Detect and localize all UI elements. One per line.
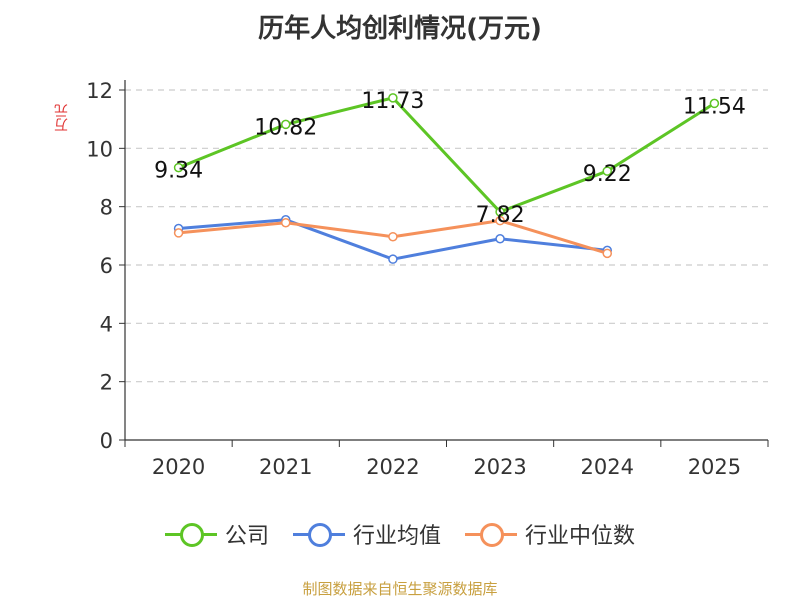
chart-title: 历年人均创利情况(万元) xyxy=(258,14,542,44)
data-point xyxy=(495,215,505,226)
y-tick-label: 10 xyxy=(86,137,113,161)
x-tick-label: 2023 xyxy=(473,455,526,479)
y-tick-label: 6 xyxy=(100,254,113,278)
data-label: 9.34 xyxy=(154,159,203,184)
series-lines xyxy=(173,93,720,264)
y-tick-label: 4 xyxy=(100,312,113,336)
legend-label-company: 公司 xyxy=(224,524,269,549)
grid-lines xyxy=(125,89,768,383)
x-tick-label: 2025 xyxy=(688,455,741,479)
data-point xyxy=(709,98,720,109)
data-point xyxy=(173,162,184,173)
legend-label-industry-median: 行业中位数 xyxy=(525,524,636,549)
data-label: 11.73 xyxy=(361,89,424,114)
data-point xyxy=(495,234,505,244)
data-point xyxy=(602,166,612,176)
x-tick-label: 2020 xyxy=(152,455,205,479)
legend-item-industry-average[interactable]: 行业均值 xyxy=(292,518,441,550)
x-tick-label: 2021 xyxy=(259,455,312,479)
axes: 0 2 4 6 8 10 12 2020 2021 2022 2023 2024 2025 xyxy=(86,79,769,479)
data-label: 10.82 xyxy=(254,115,317,140)
y-tick-label: 12 xyxy=(86,79,113,103)
legend-item-industry-median[interactable]: 行业中位数 xyxy=(465,518,635,550)
legend-marker-industry-average xyxy=(292,522,345,547)
legend: 公司 行业均值 行业中位数 xyxy=(0,518,800,550)
legend-marker-industry-median xyxy=(465,522,517,547)
data-point xyxy=(281,119,291,130)
data-label: 7.82 xyxy=(476,203,525,228)
y-tick-label: 2 xyxy=(100,371,113,395)
data-label: 11.54 xyxy=(683,94,746,119)
data-labels: 9.34 10.82 11.73 7.82 9.22 11.54 xyxy=(154,89,746,228)
x-tick-label: 2024 xyxy=(581,455,634,479)
legend-label-industry-average: 行业均值 xyxy=(352,524,441,549)
data-point xyxy=(173,228,184,238)
data-point xyxy=(281,217,291,228)
data-point xyxy=(388,254,398,264)
x-tick-label: 2022 xyxy=(366,455,419,479)
data-label: 9.22 xyxy=(583,162,632,187)
source-note: 制图数据来自恒生聚源数据库 xyxy=(302,580,498,598)
legend-item-company[interactable]: 公司 xyxy=(164,518,269,550)
data-point xyxy=(602,248,612,259)
y-tick-label: 8 xyxy=(100,196,113,220)
data-point xyxy=(388,231,398,242)
series-line xyxy=(178,96,716,214)
y-tick-label: 0 xyxy=(100,429,113,453)
data-point xyxy=(388,93,398,103)
legend-marker-company xyxy=(164,522,217,547)
